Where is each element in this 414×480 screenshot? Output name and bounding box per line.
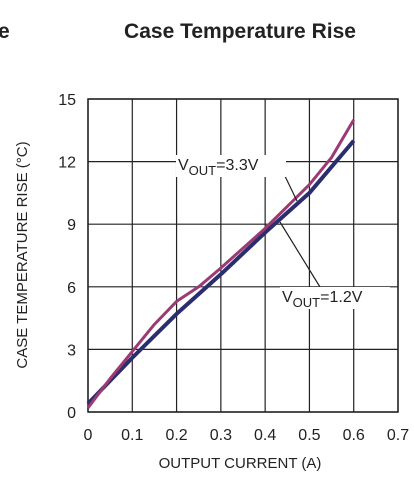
cropped-title: e: [0, 20, 10, 43]
y-axis-label: CASE TEMPERATURE RISE (°C): [14, 141, 31, 368]
annotation-prefix: V: [282, 289, 293, 306]
y-tick-label: 9: [67, 217, 76, 234]
x-tick-label: 0.7: [387, 427, 409, 444]
series-line: [86, 119, 356, 409]
annotation: VOUT=3.3V: [178, 157, 259, 178]
annotation-subscript: OUT: [293, 295, 321, 310]
y-tick-label: 6: [67, 280, 76, 297]
x-tick-label: 0.6: [343, 427, 365, 444]
chart-title: Case Temperature Rise: [124, 20, 356, 43]
x-tick-label: 0.5: [298, 427, 320, 444]
x-tick-label: 0.4: [254, 427, 276, 444]
y-tick-label: 12: [58, 155, 76, 172]
x-tick-label: 0.1: [121, 427, 143, 444]
x-axis-label: OUTPUT CURRENT (A): [159, 455, 322, 472]
annotation-suffix: =1.2V: [320, 289, 363, 306]
annotation-suffix: =3.3V: [216, 157, 259, 174]
x-tick-label: 0.2: [165, 427, 187, 444]
y-tick-label: 15: [58, 92, 76, 109]
annotation: VOUT=1.2V: [282, 289, 363, 310]
annotation-bg: [176, 155, 286, 177]
annotation-bg: [280, 287, 390, 309]
annotation-subscript: OUT: [189, 163, 217, 178]
annotation-leader: [279, 221, 321, 288]
x-tick-label: 0: [84, 427, 93, 444]
y-tick-label: 3: [67, 342, 76, 359]
annotation-prefix: V: [178, 157, 189, 174]
y-tick-label: 0: [67, 405, 76, 422]
series-line: [86, 139, 356, 406]
x-tick-label: 0.3: [210, 427, 232, 444]
plot-frame: [87, 98, 399, 413]
